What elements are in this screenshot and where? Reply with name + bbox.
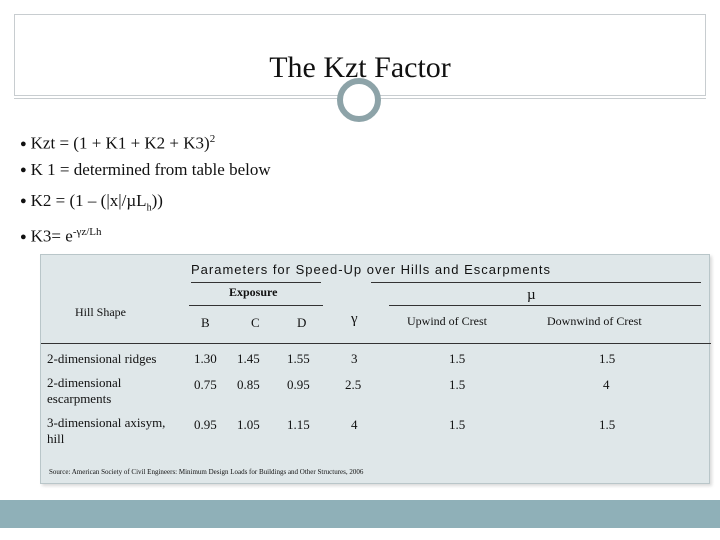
row1-shape: 2-dimensional ridges bbox=[47, 351, 157, 366]
row2-up: 1.5 bbox=[449, 377, 466, 392]
row3-up: 1.5 bbox=[449, 417, 466, 432]
header-rule-exposure bbox=[191, 282, 321, 283]
bullet-icon: ● bbox=[20, 137, 27, 150]
row3-d: 1.15 bbox=[287, 417, 310, 432]
row3-down: 1.5 bbox=[599, 417, 616, 432]
bullet-sup: -γz/Lh bbox=[72, 226, 102, 238]
bullet-k3: ● K3= e-γz/Lh bbox=[20, 221, 271, 252]
row3-b: 0.95 bbox=[194, 417, 217, 432]
source-citation: Source: American Society of Civil Engine… bbox=[49, 468, 364, 476]
row2-down: 4 bbox=[603, 377, 610, 392]
header-rule-mu bbox=[371, 282, 701, 283]
row2-shape: 2-dimensional escarpments bbox=[47, 375, 122, 406]
row2-d: 0.95 bbox=[287, 377, 310, 392]
bullet-tail: )) bbox=[151, 191, 163, 210]
header-mu: µ bbox=[527, 287, 536, 303]
header-bottom-rule bbox=[41, 343, 711, 344]
row2-b: 0.75 bbox=[194, 377, 217, 392]
parameters-table: Parameters for Speed-Up over Hills and E… bbox=[40, 254, 711, 484]
bullet-k2: ● K2 = (1 – (|x|/µLh)) bbox=[20, 190, 271, 221]
bullet-text: K2 = (1 – (|x|/µL bbox=[30, 191, 147, 210]
header-rule-mu-under bbox=[389, 305, 701, 306]
bullet-sup: 2 bbox=[209, 133, 216, 145]
bullet-sub: h bbox=[146, 202, 152, 214]
header-col-b: B bbox=[201, 315, 210, 330]
decorative-ring-inner bbox=[344, 85, 374, 115]
header-upwind: Upwind of Crest bbox=[407, 314, 487, 328]
bullet-icon: ● bbox=[20, 230, 27, 243]
header-downwind: Downwind of Crest bbox=[547, 314, 642, 328]
row1-b: 1.30 bbox=[194, 351, 217, 366]
bullet-list: ● Kzt = (1 + K1 + K2 + K3)2 ● K 1 = determ… bbox=[20, 128, 271, 252]
bullet-icon: ● bbox=[20, 195, 27, 207]
row1-down: 1.5 bbox=[599, 351, 616, 366]
header-rule-exposure-under bbox=[189, 305, 323, 306]
row1-up: 1.5 bbox=[449, 351, 466, 366]
row3-shape: 3-dimensional axisym, hill bbox=[47, 415, 166, 446]
row3-c: 1.05 bbox=[237, 417, 260, 432]
table-title: Parameters for Speed-Up over Hills and E… bbox=[191, 262, 551, 277]
row2-c: 0.85 bbox=[237, 377, 260, 392]
header-hill-shape: Hill Shape bbox=[75, 305, 126, 319]
bullet-text: Kzt = (1 + K1 + K2 + K3) bbox=[30, 133, 210, 153]
row3-gamma: 4 bbox=[351, 417, 358, 432]
header-exposure: Exposure bbox=[229, 285, 278, 299]
header-gamma: γ bbox=[351, 311, 358, 327]
row2-gamma: 2.5 bbox=[345, 377, 362, 392]
row1-d: 1.55 bbox=[287, 351, 310, 366]
bullet-text: K 1 = determined from table below bbox=[30, 160, 271, 179]
header-col-c: C bbox=[251, 315, 260, 330]
bullet-icon: ● bbox=[20, 164, 27, 176]
row1-gamma: 3 bbox=[351, 351, 358, 366]
bullet-text: K3= e bbox=[30, 226, 73, 246]
bullet-k1: ● K 1 = determined from table below bbox=[20, 159, 271, 190]
bullet-kzt: ● Kzt = (1 + K1 + K2 + K3)2 bbox=[20, 128, 271, 159]
header-col-d: D bbox=[297, 315, 307, 330]
footer-bar bbox=[0, 500, 720, 528]
row1-c: 1.45 bbox=[237, 351, 260, 366]
